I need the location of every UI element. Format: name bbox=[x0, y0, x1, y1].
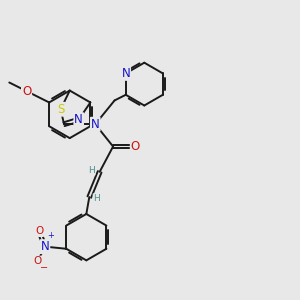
Text: −: − bbox=[40, 263, 48, 273]
Text: N: N bbox=[74, 113, 83, 126]
Text: O: O bbox=[35, 226, 43, 236]
Text: O: O bbox=[22, 85, 31, 98]
Text: H: H bbox=[93, 194, 100, 203]
Text: N: N bbox=[91, 118, 100, 131]
Text: N: N bbox=[122, 67, 130, 80]
Text: O: O bbox=[33, 256, 42, 266]
Text: N: N bbox=[40, 240, 49, 253]
Text: H: H bbox=[88, 166, 95, 175]
Text: +: + bbox=[47, 231, 54, 240]
Text: S: S bbox=[57, 103, 64, 116]
Text: O: O bbox=[131, 140, 140, 153]
